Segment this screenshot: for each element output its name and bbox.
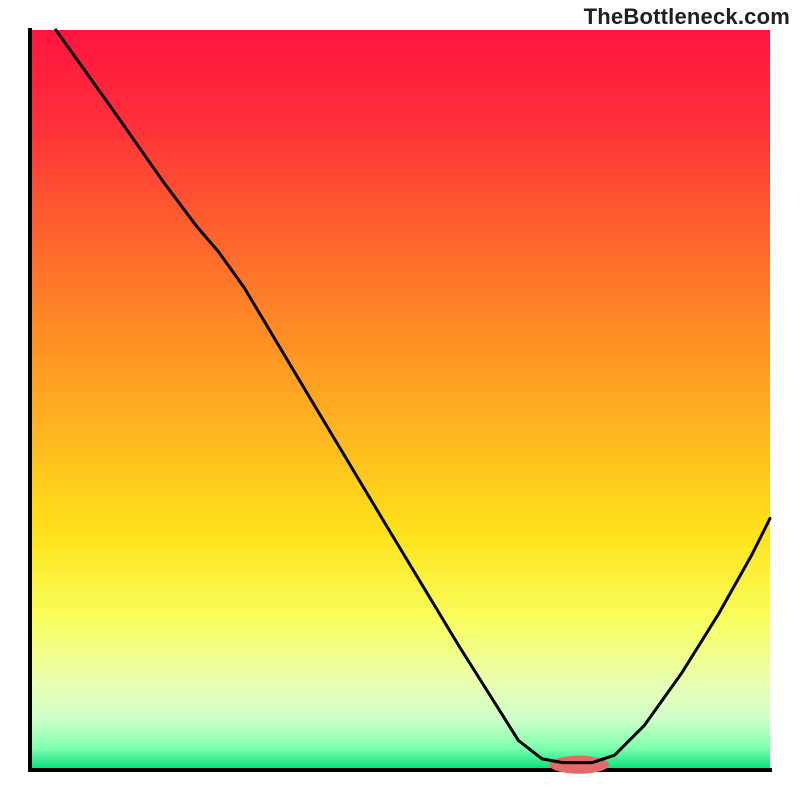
figure: TheBottleneck.com — [0, 0, 800, 800]
plot-svg — [0, 0, 800, 800]
plot-background — [30, 30, 770, 770]
watermark-text: TheBottleneck.com — [584, 4, 790, 30]
